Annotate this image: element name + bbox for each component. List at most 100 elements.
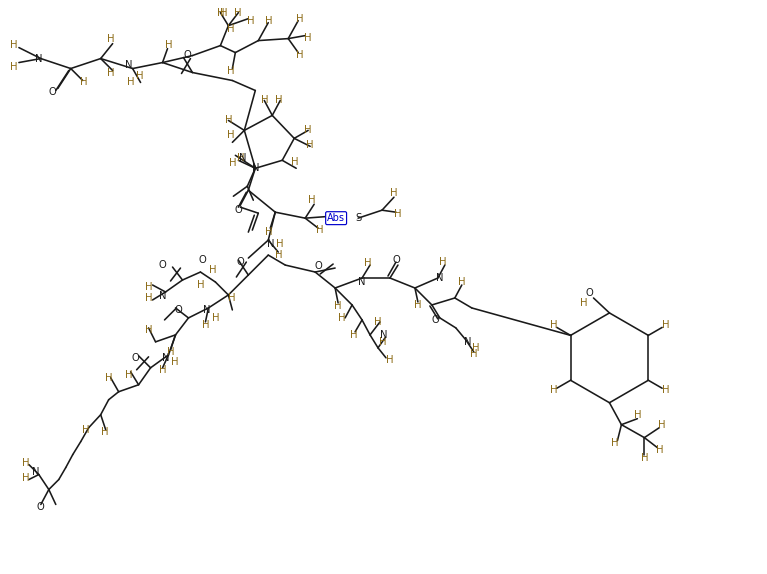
Text: H: H (291, 157, 299, 167)
Text: H: H (634, 410, 641, 420)
Text: H: H (159, 365, 166, 375)
Text: H: H (304, 125, 312, 135)
Text: H: H (82, 425, 90, 435)
Text: N: N (358, 277, 366, 287)
Text: H: H (219, 7, 227, 18)
Text: H: H (656, 445, 663, 455)
Text: H: H (275, 95, 282, 106)
Text: O: O (159, 260, 166, 270)
Text: H: H (10, 61, 18, 72)
Text: H: H (458, 277, 466, 287)
Text: Abs: Abs (327, 213, 345, 223)
Text: H: H (246, 15, 254, 26)
Text: H: H (229, 158, 236, 168)
Text: H: H (125, 370, 133, 380)
Text: H: H (105, 373, 113, 383)
Text: N: N (32, 467, 40, 476)
Text: H: H (439, 257, 446, 267)
Text: H: H (136, 71, 143, 80)
Text: H: H (308, 195, 316, 205)
Text: H: H (549, 320, 557, 331)
Text: H: H (226, 130, 234, 141)
Text: O: O (183, 49, 191, 60)
Text: O: O (392, 255, 400, 265)
Text: H: H (225, 115, 232, 125)
Text: N: N (159, 291, 166, 301)
Text: H: H (364, 258, 372, 268)
Text: H: H (275, 239, 283, 249)
Text: H: H (351, 330, 358, 340)
Text: H: H (549, 385, 557, 395)
Text: H: H (297, 49, 304, 60)
Text: H: H (414, 300, 422, 310)
Text: N: N (464, 337, 472, 347)
Text: H: H (22, 457, 30, 468)
Text: O: O (199, 255, 206, 265)
Text: H: H (145, 293, 153, 303)
Text: H: H (374, 317, 382, 327)
Text: N: N (202, 305, 210, 315)
Text: O: O (132, 353, 140, 363)
Text: H: H (171, 357, 178, 367)
Text: H: H (580, 298, 588, 308)
Text: H: H (209, 265, 216, 275)
Text: H: H (226, 24, 234, 34)
Text: H: H (216, 7, 224, 18)
Text: H: H (107, 68, 114, 77)
Text: N: N (125, 60, 133, 69)
Text: H: H (662, 320, 670, 331)
Text: H: H (338, 313, 346, 323)
Text: H: H (265, 227, 272, 237)
Text: H: H (379, 337, 387, 347)
Text: N: N (239, 153, 246, 164)
Text: H: H (297, 14, 304, 24)
Text: O: O (37, 502, 44, 513)
Text: H: H (640, 452, 648, 463)
Text: H: H (657, 420, 665, 430)
Text: H: H (165, 40, 173, 49)
Text: H: H (334, 301, 342, 311)
Text: N: N (266, 239, 274, 249)
Text: H: H (304, 33, 312, 42)
Text: H: H (22, 472, 30, 483)
Text: H: H (202, 320, 209, 330)
Text: H: H (265, 15, 272, 26)
Text: H: H (196, 280, 204, 290)
Text: O: O (586, 288, 594, 298)
Text: H: H (10, 40, 18, 49)
Text: H: H (611, 437, 618, 448)
Text: N: N (380, 330, 388, 340)
Text: H: H (472, 343, 479, 353)
Text: O: O (49, 87, 57, 98)
Text: H: H (166, 347, 174, 357)
Text: H: H (394, 209, 402, 219)
Text: N: N (162, 353, 170, 363)
Text: H: H (307, 141, 314, 150)
Text: H: H (145, 282, 153, 292)
Text: H: H (145, 325, 153, 335)
Text: H: H (80, 77, 87, 87)
Text: H: H (107, 34, 114, 44)
Text: H: H (228, 293, 235, 303)
Text: H: H (236, 153, 244, 164)
Text: H: H (390, 188, 398, 198)
Text: H: H (127, 77, 134, 87)
Text: O: O (236, 257, 244, 267)
Text: H: H (387, 355, 393, 365)
Text: N: N (252, 163, 259, 173)
Text: H: H (470, 349, 478, 359)
Text: H: H (261, 95, 268, 106)
Text: O: O (314, 261, 322, 271)
Text: O: O (235, 205, 242, 215)
Text: H: H (101, 426, 108, 437)
Text: H: H (662, 385, 670, 395)
Text: H: H (226, 65, 234, 76)
Text: S: S (355, 213, 361, 223)
Text: O: O (175, 305, 183, 315)
Text: H: H (317, 225, 324, 235)
Text: N: N (35, 53, 43, 64)
Text: H: H (212, 313, 219, 323)
Text: H: H (234, 7, 241, 18)
Text: O: O (432, 315, 439, 325)
Text: N: N (436, 273, 443, 283)
